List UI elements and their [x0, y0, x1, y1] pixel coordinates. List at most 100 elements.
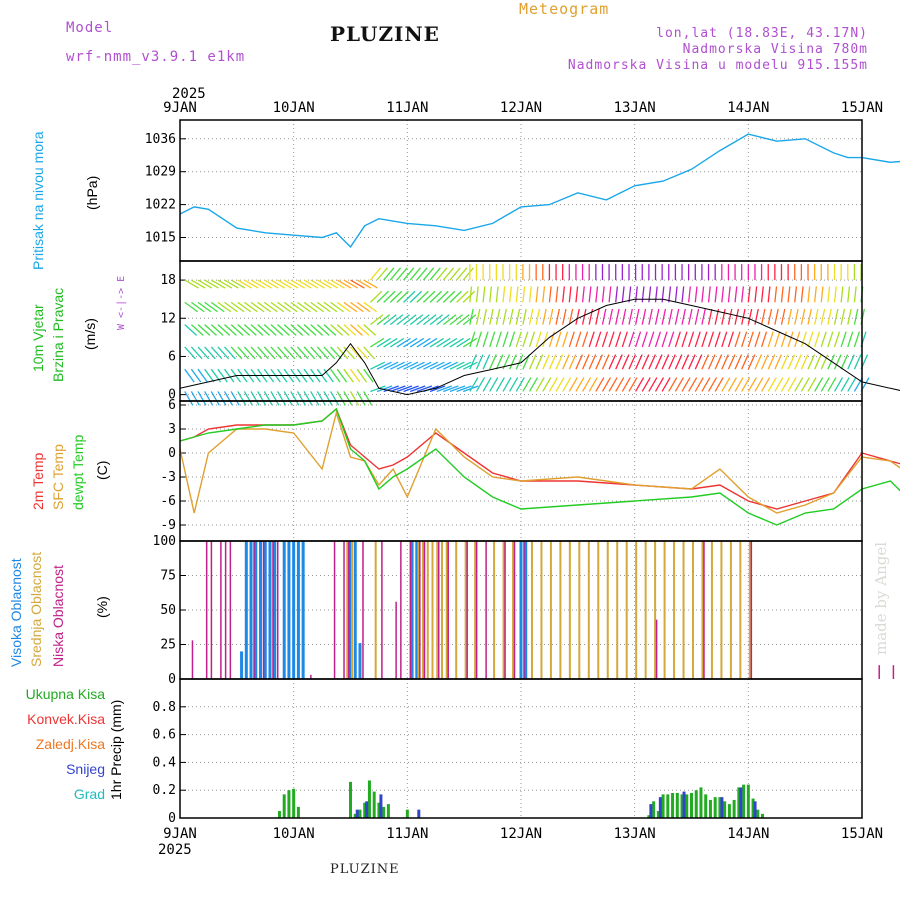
wind-barb — [396, 361, 412, 370]
wind-barb — [310, 391, 320, 406]
wind-barb — [575, 354, 584, 370]
wind-barb — [847, 354, 855, 370]
cloud-high-bar — [287, 541, 291, 679]
wind-barb — [508, 308, 514, 325]
precip-snow-bar — [417, 809, 421, 818]
wind-barb — [621, 331, 628, 348]
cloud-low-bar — [400, 541, 402, 679]
wind-barb — [548, 308, 554, 325]
wind-barb — [714, 377, 724, 392]
wind-barb — [396, 314, 410, 326]
cloud-mid-bar — [512, 541, 515, 679]
ytick-label: 1022 — [145, 198, 176, 213]
precip-total-bar — [732, 799, 736, 818]
wind-barb — [674, 354, 683, 370]
cloud-mid-bar — [729, 541, 732, 679]
wind-barb — [210, 279, 226, 289]
wind-barb — [310, 324, 324, 336]
xtick-label-bottom: 9JAN — [163, 826, 197, 842]
wind-barb — [701, 377, 711, 392]
precip-total-bar — [685, 794, 689, 818]
cloud-high-bar — [358, 643, 362, 679]
cloud-mid-bar — [625, 541, 628, 679]
wind-barb — [495, 286, 499, 303]
wind-barb — [210, 346, 223, 360]
wind-barb — [601, 377, 612, 392]
cloud-high-bar — [240, 651, 244, 679]
wind-barb — [217, 279, 233, 289]
xtick-label-bottom: 13JAN — [614, 826, 656, 842]
cloud-mid-bar — [530, 541, 533, 679]
wind-barb — [787, 377, 797, 392]
wind-barb — [482, 354, 491, 370]
precip-total-bar — [386, 804, 390, 818]
wind-barb — [827, 308, 832, 325]
wind-barb — [383, 337, 398, 348]
wind-barb — [482, 331, 489, 348]
wind-barb — [601, 286, 605, 303]
wind-barb — [197, 391, 207, 406]
wind-barb — [330, 346, 342, 360]
cloud-mid-bar — [673, 541, 676, 679]
wind-barb — [416, 337, 431, 348]
ytick-label: 0 — [168, 388, 176, 403]
wind-barb — [184, 301, 199, 313]
wind-barb — [588, 377, 598, 392]
cloud-mid-bar — [417, 541, 420, 679]
wind-barb — [283, 391, 293, 406]
wind-barb — [694, 308, 700, 325]
wind-barb — [814, 354, 822, 370]
wind-barb — [621, 286, 625, 303]
cloud-low-bar — [485, 541, 487, 679]
cloud-low-bar — [262, 541, 265, 679]
wind-barb — [707, 354, 716, 370]
wind-barb — [224, 279, 239, 289]
cloud-mid-bar — [606, 541, 609, 679]
wind-barb — [767, 331, 774, 348]
cloud-mid-bar — [440, 541, 443, 679]
wind-barb — [296, 346, 309, 360]
wind-barb — [389, 361, 405, 370]
wind-barb — [376, 314, 391, 326]
wind-barb — [502, 286, 506, 303]
wind-barb — [449, 290, 462, 303]
wind-barb — [595, 377, 605, 392]
wind-barb — [542, 377, 552, 392]
wind-barb — [588, 286, 592, 303]
wind-barb — [370, 361, 386, 370]
cloud-mid-bar — [692, 541, 694, 679]
wind-barb — [263, 324, 277, 336]
cloud-low-bar — [205, 541, 208, 679]
wind-barb — [701, 354, 710, 370]
wind-barb — [369, 314, 384, 326]
legend-hail: Grad — [73, 786, 105, 802]
wind-barb — [449, 314, 463, 326]
wind-barb — [628, 286, 632, 303]
ytick-label: 6 — [168, 398, 176, 413]
wind-barb — [270, 346, 283, 360]
wind-barb — [350, 324, 363, 336]
precip-total-bar — [287, 790, 291, 818]
cloud-high-bar — [519, 541, 523, 679]
wind-barb — [621, 308, 627, 325]
wind-barb — [409, 267, 421, 281]
ytick-label: 0 — [168, 811, 176, 826]
wind-barb — [197, 346, 210, 360]
wind-barb — [456, 267, 468, 281]
wind-barb — [827, 286, 831, 303]
wind-barb — [310, 301, 325, 313]
wind-barb — [542, 331, 549, 348]
wind-barb — [310, 346, 322, 360]
wind-barb — [244, 301, 258, 313]
wind-barb — [489, 331, 496, 348]
wind-barb — [747, 286, 751, 303]
precip-total-bar — [363, 802, 367, 818]
wind-barb — [270, 279, 286, 289]
wind-barb — [475, 331, 483, 348]
wind-barb — [608, 331, 615, 348]
wind-barb — [628, 354, 637, 370]
wind-barb — [707, 308, 713, 325]
wind-barb — [263, 346, 276, 360]
wind-barb — [853, 308, 859, 325]
wind-barb — [648, 331, 655, 348]
